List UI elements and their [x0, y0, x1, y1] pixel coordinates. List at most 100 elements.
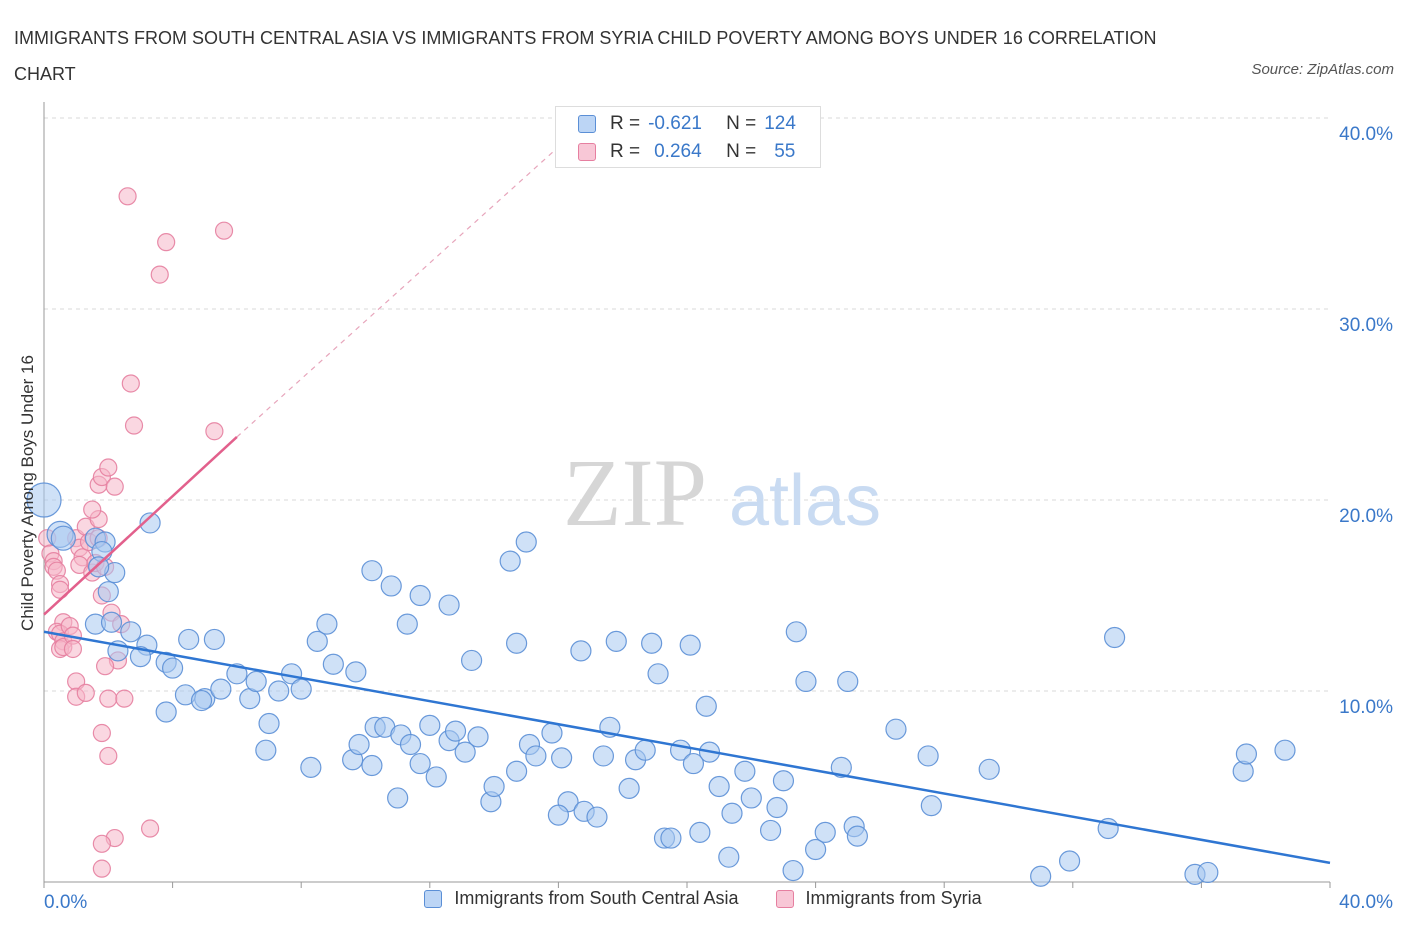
- y-tick-label: 20.0%: [1339, 506, 1393, 527]
- point-south-central-asia: [268, 680, 290, 702]
- legend-item-pink[interactable]: Immigrants from Syria: [775, 888, 982, 909]
- point-south-central-asia: [647, 663, 669, 685]
- stats-row-blue: R = -0.621 N = 124: [578, 110, 796, 138]
- point-south-central-asia: [258, 712, 280, 735]
- point-south-central-asia: [917, 745, 939, 767]
- point-south-central-asia: [348, 733, 370, 756]
- watermark-zip: ZIP: [563, 439, 707, 546]
- point-south-central-asia: [641, 632, 663, 654]
- point-south-central-asia: [718, 846, 740, 868]
- point-south-central-asia: [721, 802, 743, 824]
- stats-n-pink: 55: [774, 141, 796, 162]
- stats-swatch-blue: [578, 115, 596, 133]
- point-south-central-asia: [409, 584, 431, 607]
- point-south-central-asia: [525, 745, 547, 767]
- stats-box: R = -0.621 N = 124 R = 0.264 N = 55: [555, 106, 821, 168]
- point-south-central-asia: [444, 720, 467, 742]
- y-tick-label: 30.0%: [1339, 315, 1393, 336]
- point-south-central-asia: [50, 525, 76, 551]
- stats-row-pink: R = 0.264 N = 55: [578, 138, 795, 166]
- point-south-central-asia: [978, 758, 1000, 780]
- point-syria: [214, 221, 234, 240]
- point-south-central-asia: [361, 560, 383, 582]
- x-tick-label: 0.0%: [44, 892, 87, 913]
- point-south-central-asia: [885, 718, 907, 740]
- point-south-central-asia: [210, 678, 232, 700]
- point-syria: [92, 834, 111, 853]
- point-south-central-asia: [399, 733, 422, 756]
- point-south-central-asia: [541, 722, 563, 744]
- point-south-central-asia: [454, 741, 476, 763]
- stats-n-label: N =: [726, 141, 757, 162]
- point-south-central-asia: [605, 630, 627, 652]
- trendline-syria-extension: [236, 117, 591, 438]
- stats-r-blue: -0.621: [648, 113, 702, 134]
- legend-label-blue: Immigrants from South Central Asia: [454, 888, 739, 908]
- point-south-central-asia: [483, 775, 505, 798]
- point-syria: [95, 657, 115, 676]
- point-syria: [99, 458, 118, 477]
- point-south-central-asia: [618, 777, 640, 800]
- tick-labels: 10.0% 20.0% 30.0% 40.0% 0.0% 40.0%: [44, 124, 1393, 913]
- x-tick-label: 40.0%: [1339, 892, 1393, 913]
- point-south-central-asia: [846, 825, 868, 847]
- point-south-central-asia: [506, 760, 528, 782]
- point-south-central-asia: [88, 556, 110, 578]
- y-tick-label: 40.0%: [1339, 124, 1393, 145]
- point-south-central-asia: [387, 787, 409, 809]
- point-south-central-asia: [634, 739, 656, 761]
- chart-title: IMMIGRANTS FROM SOUTH CENTRAL ASIA VS IM…: [14, 28, 1157, 84]
- legend-item-blue[interactable]: Immigrants from South Central Asia: [424, 888, 739, 909]
- point-south-central-asia: [1103, 626, 1126, 649]
- watermark: ZIP atlas: [563, 439, 881, 546]
- point-south-central-asia: [920, 794, 942, 817]
- point-south-central-asia: [547, 804, 570, 826]
- point-south-central-asia: [460, 649, 483, 672]
- point-south-central-asia: [467, 726, 489, 748]
- point-south-central-asia: [290, 678, 312, 700]
- point-syria: [92, 859, 111, 878]
- point-south-central-asia: [26, 482, 62, 518]
- point-south-central-asia: [100, 611, 123, 633]
- point-syria: [99, 689, 118, 708]
- point-syria: [157, 233, 176, 252]
- point-south-central-asia: [178, 628, 200, 651]
- point-south-central-asia: [97, 581, 119, 603]
- watermark-atlas: atlas: [729, 461, 881, 541]
- grid-layer: [44, 117, 1330, 692]
- point-south-central-asia: [679, 634, 701, 656]
- point-south-central-asia: [120, 621, 142, 643]
- point-south-central-asia: [830, 756, 852, 779]
- y-axis-label: Child Poverty Among Boys Under 16: [18, 355, 37, 631]
- point-syria: [115, 689, 134, 708]
- point-south-central-asia: [1232, 760, 1254, 782]
- point-south-central-asia: [689, 821, 711, 843]
- point-south-central-asia: [551, 747, 573, 769]
- point-south-central-asia: [425, 766, 447, 788]
- point-south-central-asia: [380, 575, 402, 597]
- point-south-central-asia: [322, 653, 344, 675]
- point-syria: [140, 819, 160, 838]
- legend-swatch-blue: [424, 889, 443, 908]
- stats-r-pink: 0.264: [654, 141, 702, 162]
- point-south-central-asia: [1274, 739, 1296, 761]
- point-south-central-asia: [245, 670, 267, 693]
- point-south-central-asia: [515, 531, 537, 553]
- point-south-central-asia: [785, 621, 807, 643]
- point-south-central-asia: [226, 663, 248, 685]
- point-syria: [118, 187, 137, 206]
- stats-r-label: R =: [610, 141, 641, 162]
- source-label: Source: ZipAtlas.com: [1251, 61, 1394, 78]
- point-syria: [92, 723, 111, 743]
- stats-n-label: N =: [726, 113, 757, 134]
- trendline-south-central-asia: [43, 630, 1331, 865]
- point-syria: [99, 746, 118, 766]
- point-syria: [76, 683, 95, 703]
- point-south-central-asia: [506, 632, 528, 654]
- point-south-central-asia: [782, 859, 804, 882]
- point-south-central-asia: [1058, 850, 1081, 872]
- point-south-central-asia: [255, 739, 277, 761]
- point-south-central-asia: [734, 760, 756, 782]
- point-south-central-asia: [419, 714, 441, 736]
